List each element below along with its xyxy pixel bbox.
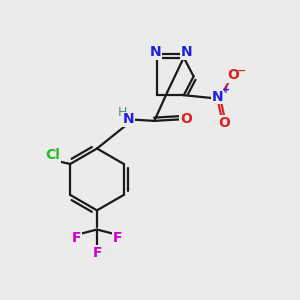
Text: Cl: Cl xyxy=(45,148,60,162)
Text: N: N xyxy=(212,90,224,104)
Text: F: F xyxy=(92,246,102,260)
Text: N: N xyxy=(123,112,134,126)
Text: H: H xyxy=(117,106,127,119)
Text: F: F xyxy=(72,231,81,245)
Text: +: + xyxy=(221,85,230,95)
Text: −: − xyxy=(237,66,247,76)
Text: O: O xyxy=(227,68,239,82)
Text: N: N xyxy=(180,45,192,59)
Text: O: O xyxy=(218,116,230,130)
Text: N: N xyxy=(150,45,162,59)
Text: F: F xyxy=(113,231,122,245)
Text: O: O xyxy=(180,112,192,126)
